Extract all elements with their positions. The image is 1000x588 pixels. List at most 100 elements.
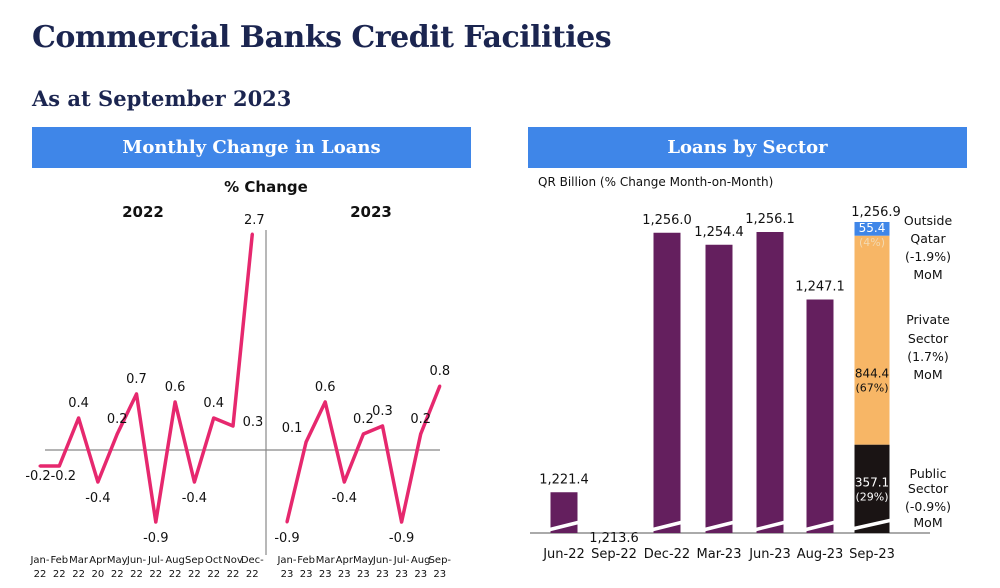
- x-tick-label: 22: [188, 569, 201, 580]
- bar-Mar-23: [705, 244, 733, 533]
- data-point: [38, 464, 42, 468]
- bar-value-label: 1,256.9: [851, 205, 901, 220]
- data-label: 0.2: [410, 412, 431, 427]
- x-tick-label: Oct: [205, 555, 222, 566]
- x-tick-label: 23: [338, 569, 351, 580]
- data-label: -0.2: [51, 469, 76, 484]
- x-tick-label: Jan-: [29, 555, 49, 566]
- x-tick-label: 23: [300, 569, 313, 580]
- x-tick-label: Feb: [50, 555, 68, 566]
- x-tick-label: Sep-23: [849, 547, 895, 562]
- segment-note: Sector: [908, 481, 949, 496]
- x-tick-label: Feb: [297, 555, 315, 566]
- bar-value-label: 1,256.1: [745, 212, 795, 227]
- bar-value-label: 1,221.4: [539, 472, 589, 487]
- x-tick-label: 23: [281, 569, 294, 580]
- x-tick-label: 22: [169, 569, 182, 580]
- x-tick-label: Jan-: [276, 555, 296, 566]
- x-tick-label: 22: [227, 569, 240, 580]
- data-point: [323, 400, 327, 404]
- series-line-2022: [40, 233, 255, 524]
- x-tick-label: Jul-: [147, 555, 164, 566]
- data-label: 0.4: [203, 396, 224, 411]
- data-label: 0.2: [353, 412, 374, 427]
- x-tick-label: Aug: [411, 555, 431, 566]
- page-subtitle: As at September 2023: [32, 86, 292, 111]
- data-label: 0.1: [282, 421, 303, 436]
- segment-note: (-1.9%): [905, 249, 951, 264]
- data-label: 0.7: [126, 372, 147, 387]
- data-label: -0.9: [274, 531, 299, 546]
- axis-break-mark: [702, 520, 736, 532]
- x-tick-label: Nov: [223, 555, 243, 566]
- bar-value-label: 1,247.1: [795, 280, 845, 295]
- x-tick-label: 20: [92, 569, 105, 580]
- data-point: [361, 432, 365, 436]
- axis-break-mark: [753, 520, 787, 532]
- data-point: [304, 440, 308, 444]
- data-point: [115, 432, 119, 436]
- data-label: -0.4: [332, 491, 357, 506]
- data-label: -0.4: [182, 491, 207, 506]
- data-label: 0.3: [372, 404, 393, 419]
- x-tick-label: 22: [34, 569, 47, 580]
- series-line-2023: [285, 385, 442, 524]
- bar-value-label: 1,213.6: [589, 531, 639, 546]
- x-tick-label: Jun-23: [748, 547, 791, 562]
- x-tick-label: Jul-: [393, 555, 410, 566]
- data-point: [212, 416, 216, 420]
- axis-break-mark: [803, 520, 837, 532]
- x-tick-label: Aug: [165, 555, 185, 566]
- x-tick-label: Dec-22: [644, 547, 690, 562]
- x-tick-label: 22: [111, 569, 124, 580]
- x-tick-label: Sep: [185, 555, 204, 566]
- data-label: -0.2: [25, 469, 50, 484]
- axis-break-mark: [547, 520, 581, 532]
- x-tick-label: 23: [395, 569, 408, 580]
- bar-Aug-23: [806, 299, 834, 533]
- stacked-segment-outside-qatar: [854, 222, 890, 236]
- x-tick-label: 23: [319, 569, 332, 580]
- segment-note: Qatar: [910, 231, 946, 246]
- data-point: [438, 384, 442, 388]
- x-tick-label: Mar: [316, 555, 336, 566]
- segment-share-label: (29%): [855, 491, 888, 504]
- data-point: [381, 424, 384, 428]
- x-tick-label: Apr: [336, 555, 354, 566]
- segment-note: MoM: [913, 515, 942, 530]
- monthly-change-header: Monthly Change in Loans: [32, 127, 471, 168]
- bar-value-label: 1,254.4: [694, 225, 744, 240]
- stacked-segment-private-sector: [854, 235, 890, 445]
- stacked-segment-public-sector: [854, 444, 890, 533]
- data-point: [419, 432, 423, 436]
- x-tick-label: 22: [53, 569, 66, 580]
- data-point: [57, 464, 61, 468]
- monthly-change-chart: % Change2022-0.2Jan-22-0.2Feb220.4Mar22-…: [25, 178, 451, 580]
- data-label: -0.4: [85, 491, 110, 506]
- x-tick-label: 23: [414, 569, 427, 580]
- bar-Jun-23: [756, 232, 784, 533]
- year-label-2022: 2022: [122, 203, 164, 221]
- data-point: [231, 424, 235, 428]
- x-tick-label: Mar: [69, 555, 89, 566]
- x-tick-label: 22: [130, 569, 143, 580]
- data-point: [285, 520, 289, 524]
- y-axis-label: % Change: [224, 178, 308, 196]
- x-tick-label: Mar-23: [697, 547, 742, 562]
- segment-note: MoM: [913, 367, 942, 382]
- page-title: Commercial Banks Credit Facilities: [32, 20, 612, 55]
- loans-by-sector-header: Loans by Sector: [528, 127, 967, 168]
- data-label: 2.7: [244, 213, 265, 228]
- data-label: 0.3: [243, 415, 264, 430]
- x-tick-label: May: [107, 555, 128, 566]
- data-point: [154, 520, 158, 524]
- year-label-2023: 2023: [350, 203, 392, 221]
- x-tick-label: Dec-: [241, 555, 264, 566]
- segment-note: (1.7%): [907, 349, 949, 364]
- bar-value-label: 1,256.0: [642, 213, 692, 228]
- data-label: -0.9: [143, 531, 168, 546]
- x-tick-label: Apr: [89, 555, 107, 566]
- x-tick-label: 22: [207, 569, 220, 580]
- x-tick-label: 23: [376, 569, 389, 580]
- data-point: [250, 232, 254, 236]
